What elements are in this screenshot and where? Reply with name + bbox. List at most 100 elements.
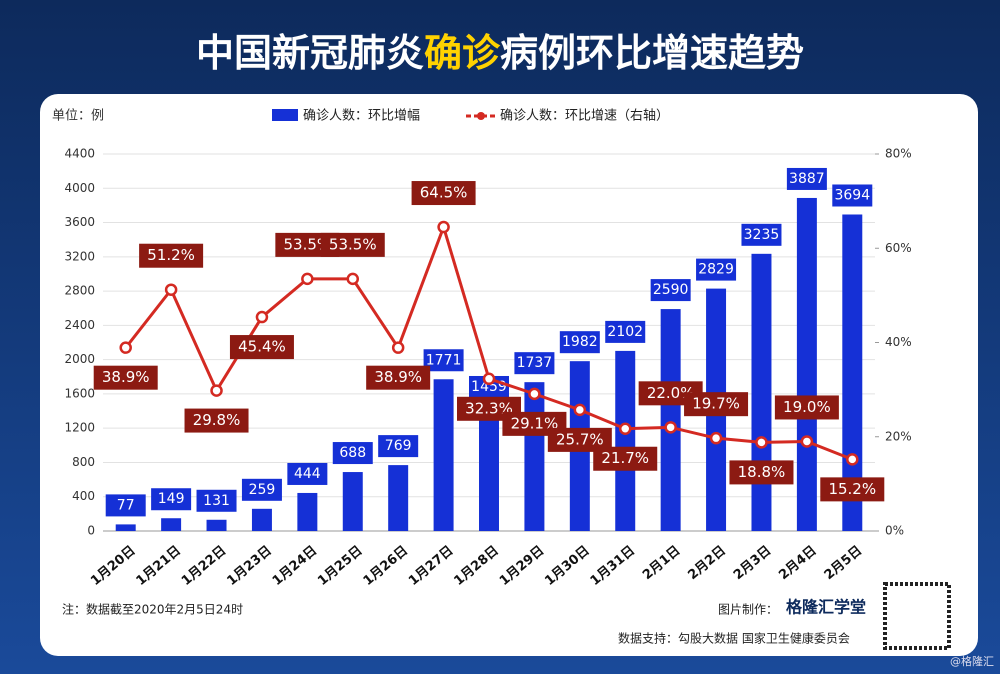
bar [796, 197, 817, 531]
bar-label-box [105, 494, 146, 517]
bar-label-box [605, 320, 646, 343]
bar-label: 1982 [562, 334, 598, 350]
y2-tick-label: 20% [885, 429, 912, 443]
bar-label-box [832, 184, 873, 207]
source: 数据支持：勾股大数据 国家卫生健康委员会 [618, 631, 850, 646]
line-label-box [320, 232, 385, 257]
title-highlight: 确诊 [424, 31, 501, 75]
line-label: 29.1% [511, 414, 559, 432]
legend-label: 确诊人数：环比增速（右轴） [500, 109, 669, 124]
bar-label: 259 [249, 482, 276, 498]
y2-tick-label: 40% [885, 335, 912, 349]
bar-label: 2102 [607, 324, 643, 340]
legend-label: 确诊人数：环比增幅 [303, 109, 420, 124]
bar-label-box [786, 167, 827, 190]
y-tick-label: 1200 [64, 421, 95, 435]
bar [660, 309, 681, 531]
line-label: 15.2% [828, 480, 876, 498]
y-tick-label: 4000 [64, 181, 95, 195]
line-point [528, 387, 541, 401]
line-label-box [820, 477, 885, 502]
bar [388, 465, 409, 531]
bar-label: 3887 [789, 171, 825, 187]
line-label: 18.8% [738, 463, 786, 481]
bar [842, 214, 863, 531]
y-tick-label: 2000 [64, 352, 95, 366]
bar-label-box [287, 462, 328, 485]
bar [251, 508, 272, 531]
bar-label: 149 [158, 491, 185, 507]
watermark: @格隆汇 [950, 654, 994, 668]
legend-swatch [477, 112, 485, 120]
bar-label: 3235 [744, 227, 780, 243]
line-point [255, 310, 269, 324]
bar-label-box [559, 331, 600, 354]
bar-label-box [650, 279, 691, 302]
line-label: 64.5% [420, 184, 468, 202]
y-tick-label: 1600 [64, 386, 95, 400]
bar [524, 382, 545, 531]
line-label-box [411, 181, 476, 206]
line-label-box [93, 365, 158, 390]
bar-label: 1771 [426, 352, 462, 368]
bar-label: 1737 [517, 355, 553, 371]
y2-tick-label: 60% [885, 241, 912, 255]
line-point [618, 422, 632, 435]
y2-tick-label: 0% [885, 524, 904, 538]
y-tick-label: 3200 [64, 249, 95, 263]
line-label: 38.9% [374, 368, 422, 386]
line-point [119, 341, 132, 354]
line-label: 22.0% [647, 384, 695, 402]
note: 注：数据截至2020年2月5日24时 [62, 602, 243, 617]
credit-label: 图片制作： [718, 603, 778, 617]
bar-label-box [514, 352, 555, 375]
line-label: 25.7% [556, 430, 604, 448]
y-tick-label: 3600 [64, 215, 95, 229]
line-label: 51.2% [147, 246, 195, 264]
line-label-box [229, 335, 294, 360]
line-point [164, 283, 178, 296]
line-label-box [729, 460, 794, 485]
line-label: 45.4% [238, 338, 286, 356]
bar-label-box [151, 488, 192, 511]
line-label: 53.5% [329, 235, 377, 253]
legend-swatch [272, 109, 298, 121]
line-label-box [684, 392, 749, 417]
line-label: 32.3% [465, 399, 513, 417]
y2-tick-label: 80% [885, 147, 912, 161]
bar-label: 444 [294, 466, 321, 482]
bar-label: 77 [117, 497, 135, 513]
line-label: 29.8% [193, 411, 241, 429]
line-point [346, 272, 360, 286]
line-point [573, 403, 587, 417]
bar-label: 769 [385, 438, 412, 454]
line-point [664, 421, 677, 434]
line-point [437, 220, 450, 234]
y-tick-label: 0 [87, 524, 95, 538]
y-tick-label: 800 [72, 455, 95, 469]
bar-label: 688 [339, 445, 366, 461]
bar-label-box [241, 478, 282, 501]
line-label-box [593, 446, 658, 471]
title-part: 病例环比增速趋势 [500, 31, 804, 75]
bar-label: 2590 [653, 282, 689, 298]
y-tick-label: 4400 [64, 147, 95, 161]
bar [342, 472, 363, 531]
bar-label-box [378, 435, 419, 458]
y-tick-label: 2400 [64, 318, 95, 332]
qr-code [883, 582, 951, 650]
title-part: 中国新冠肺炎 [196, 31, 424, 75]
bar [433, 379, 454, 531]
line-point [482, 372, 496, 386]
line-point [210, 384, 223, 397]
credit-name: 格隆汇学堂 [786, 598, 866, 617]
bar-label-box [423, 349, 464, 372]
bar [751, 253, 772, 531]
bar-label: 2829 [698, 262, 734, 278]
chart-title: 中国新冠肺炎确诊病例环比增速趋势 [196, 31, 804, 75]
line-label: 19.7% [692, 395, 740, 413]
bar-label: 131 [203, 493, 230, 509]
line-label: 19.0% [783, 398, 831, 416]
